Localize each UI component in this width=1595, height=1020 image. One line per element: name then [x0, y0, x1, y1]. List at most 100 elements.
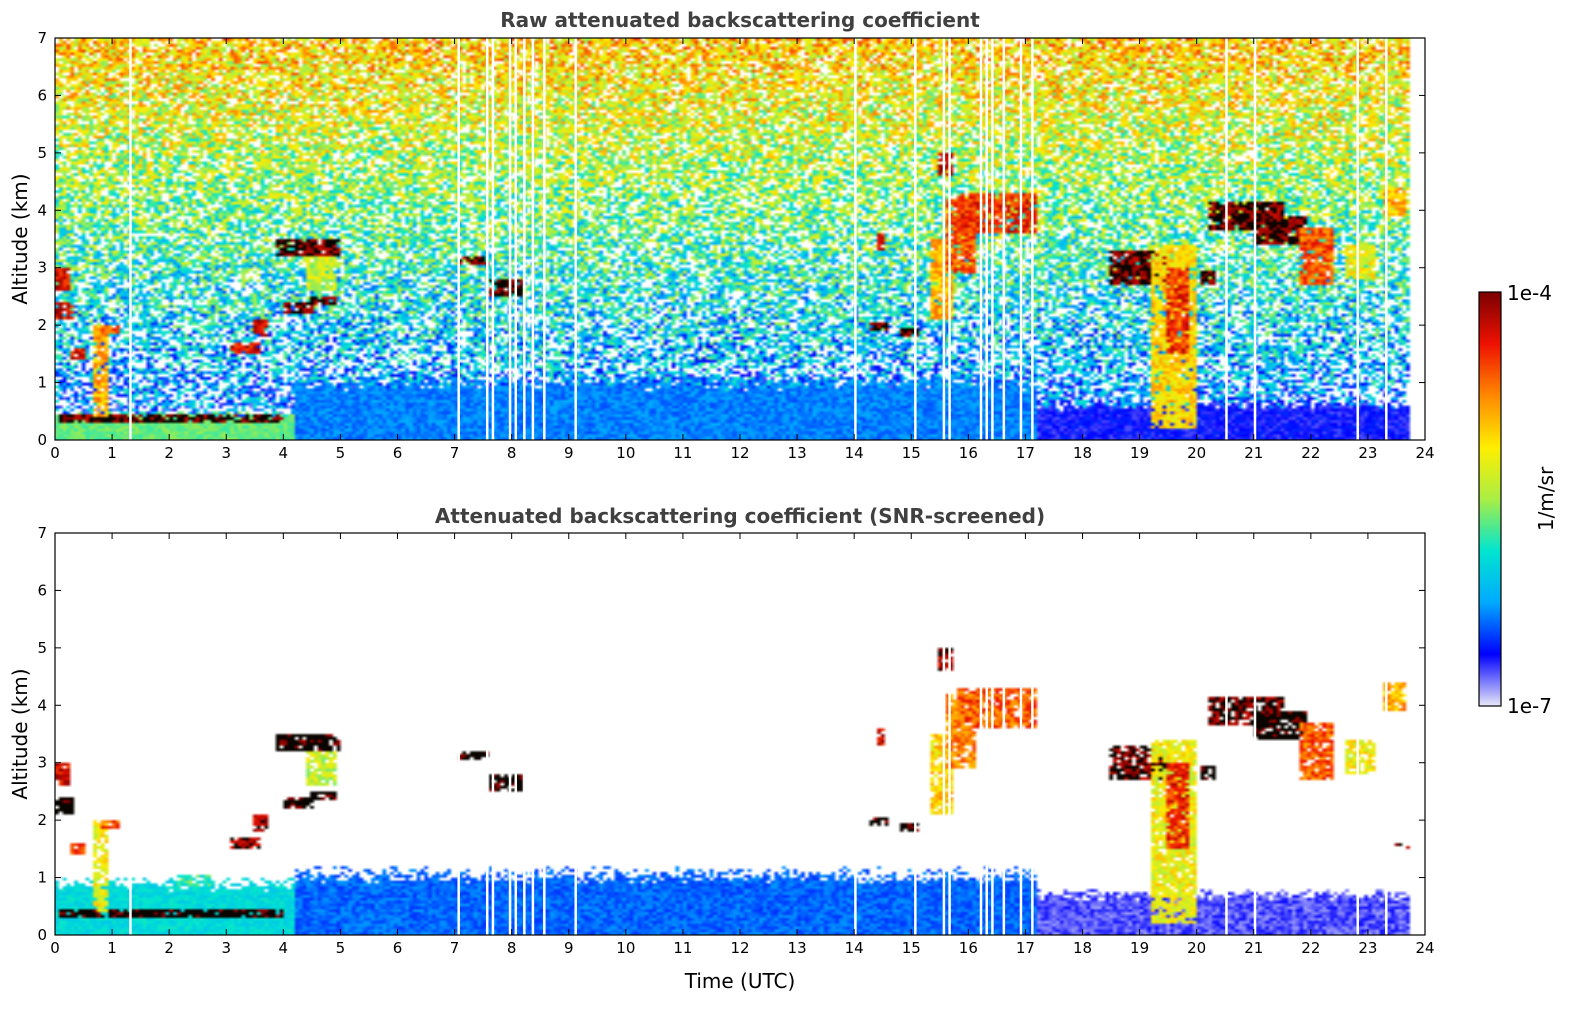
x-tick-label-16: 16 — [959, 444, 978, 462]
y-tick-label-0: 0 — [37, 926, 47, 944]
y-tick-label-7: 7 — [37, 29, 47, 47]
data-gap-4 — [508, 38, 512, 440]
data-gap-6 — [523, 533, 526, 935]
data-gap-3 — [491, 38, 495, 440]
x-tick-label-12: 12 — [730, 444, 749, 462]
x-tick-label-16: 16 — [959, 939, 978, 957]
y-tick-label-3: 3 — [37, 259, 47, 277]
data-gap-6 — [523, 38, 526, 440]
x-tick-label-12: 12 — [730, 939, 749, 957]
data-gap-1 — [457, 533, 460, 935]
data-gap-23 — [1385, 533, 1388, 935]
x-tick-label-7: 7 — [450, 444, 460, 462]
data-gap-9 — [574, 38, 577, 440]
data-gap-3 — [491, 533, 495, 935]
y-tick-label-1: 1 — [37, 374, 47, 392]
panel-snr: Attenuated backscattering coefficient (S… — [8, 504, 1435, 993]
y-tick-label-5: 5 — [37, 639, 47, 657]
data-gap-14 — [979, 533, 983, 935]
x-tick-label-18: 18 — [1073, 939, 1092, 957]
y-tick-label-0: 0 — [37, 431, 47, 449]
data-gap-2 — [485, 533, 489, 935]
y-tick-label-2: 2 — [37, 811, 47, 829]
data-gap-14 — [979, 38, 983, 440]
data-gap-12 — [942, 38, 946, 440]
data-gap-12 — [942, 533, 946, 935]
data-gap-15 — [985, 533, 988, 935]
title-snr: Attenuated backscattering coefficient (S… — [435, 504, 1045, 528]
xlabel-snr: Time (UTC) — [684, 969, 796, 993]
y-tick-label-1: 1 — [37, 869, 47, 887]
x-tick-label-8: 8 — [507, 444, 517, 462]
data-gap-11 — [914, 533, 917, 935]
data-gap-17 — [1002, 533, 1006, 935]
x-tick-label-18: 18 — [1073, 444, 1092, 462]
data-gap-5 — [514, 38, 518, 440]
x-tick-label-20: 20 — [1187, 939, 1206, 957]
data-gap-21 — [1253, 533, 1257, 935]
data-gap-0 — [129, 533, 132, 935]
data-gap-11 — [914, 38, 917, 440]
data-gap-18 — [1019, 533, 1023, 935]
x-tick-label-4: 4 — [279, 444, 289, 462]
x-tick-label-13: 13 — [788, 444, 807, 462]
x-tick-label-23: 23 — [1358, 939, 1377, 957]
plot-area-raw — [55, 38, 1425, 440]
x-tick-label-22: 22 — [1301, 444, 1320, 462]
data-gap-22 — [1356, 38, 1359, 440]
x-tick-label-20: 20 — [1187, 444, 1206, 462]
plot-area-snr — [55, 533, 1425, 935]
data-gap-9 — [574, 533, 577, 935]
data-gap-20 — [1225, 38, 1228, 440]
data-gap-10 — [854, 38, 857, 440]
data-gap-8 — [543, 533, 546, 935]
y-tick-label-7: 7 — [37, 524, 47, 542]
y-tick-label-4: 4 — [37, 696, 47, 714]
ylabel-raw: Altitude (km) — [8, 173, 32, 304]
data-gap-13 — [948, 533, 951, 935]
x-tick-label-3: 3 — [221, 939, 231, 957]
panel-raw: Raw attenuated backscattering coefficien… — [8, 8, 1435, 462]
x-tick-label-7: 7 — [450, 939, 460, 957]
axes-raw: 0 1 2 3 4 5 6 7 8 9 10 11 12 13 14 15 16 17 18 19 20 21 22 23 24… — [37, 29, 1434, 462]
data-gap-21 — [1253, 38, 1257, 440]
x-tick-label-11: 11 — [673, 444, 692, 462]
x-tick-label-1: 1 — [107, 939, 117, 957]
y-tick-label-2: 2 — [37, 316, 47, 334]
data-gap-16 — [991, 533, 994, 935]
data-gap-4 — [508, 533, 512, 935]
data-gap-18 — [1019, 38, 1023, 440]
y-tick-label-3: 3 — [37, 754, 47, 772]
x-tick-label-17: 17 — [1016, 444, 1035, 462]
data-gap-5 — [514, 533, 518, 935]
colorbar-unit-label: 1/m/sr — [1534, 466, 1558, 531]
x-tick-label-8: 8 — [507, 939, 517, 957]
data-gap-23 — [1385, 38, 1388, 440]
y-tick-label-6: 6 — [37, 581, 47, 599]
data-gap-22 — [1356, 533, 1359, 935]
x-tick-label-1: 1 — [107, 444, 117, 462]
x-tick-label-4: 4 — [279, 939, 289, 957]
x-tick-label-21: 21 — [1244, 444, 1263, 462]
data-gap-17 — [1002, 38, 1006, 440]
x-tick-label-24: 24 — [1415, 444, 1434, 462]
x-tick-label-5: 5 — [336, 444, 346, 462]
colorbar: 1e-4 1e-7 1/m/sr — [1478, 281, 1558, 718]
data-gap-1 — [457, 38, 460, 440]
ylabel-snr: Altitude (km) — [8, 668, 32, 799]
data-gap-7 — [531, 38, 535, 440]
data-gap-19 — [1031, 38, 1034, 440]
x-tick-label-9: 9 — [564, 444, 574, 462]
x-tick-label-9: 9 — [564, 939, 574, 957]
x-tick-label-2: 2 — [164, 444, 174, 462]
x-tick-label-0: 0 — [50, 444, 60, 462]
data-gap-2 — [485, 38, 489, 440]
x-tick-label-11: 11 — [673, 939, 692, 957]
x-tick-label-10: 10 — [616, 939, 635, 957]
data-gap-10 — [854, 533, 857, 935]
x-tick-label-19: 19 — [1130, 444, 1149, 462]
colorbar-gradient — [1479, 292, 1501, 706]
x-tick-label-6: 6 — [393, 939, 403, 957]
title-raw: Raw attenuated backscattering coefficien… — [500, 8, 980, 32]
